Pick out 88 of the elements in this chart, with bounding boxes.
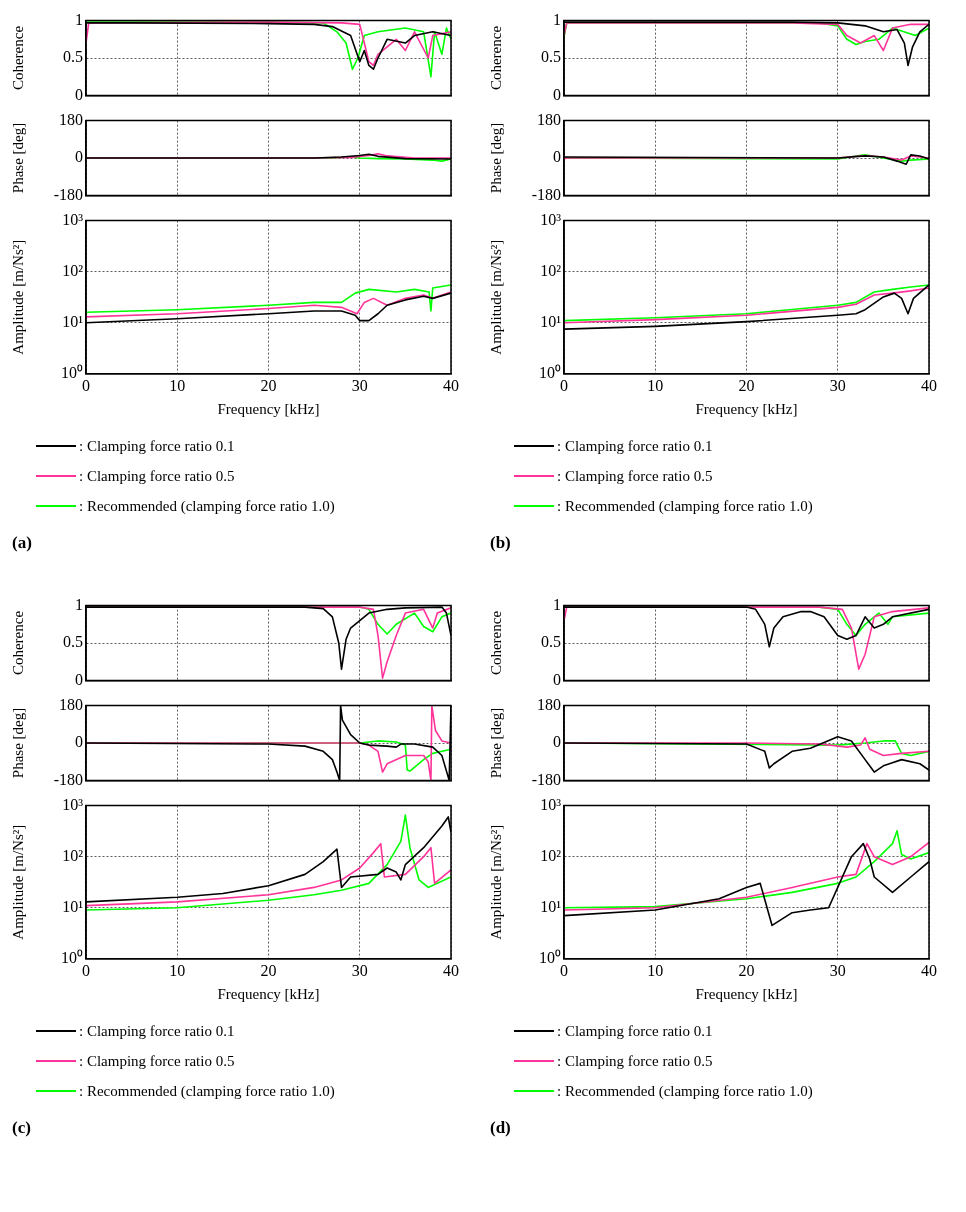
- y-axis-title: Phase [deg]: [9, 122, 26, 194]
- text: (d): [489, 1118, 512, 1138]
- x-tick-label: 20: [260, 961, 277, 979]
- y-tick-label: 10⁰: [61, 364, 83, 381]
- y-tick-label: 0: [553, 733, 561, 751]
- y-tick-label: 0.5: [63, 633, 83, 651]
- x-tick-label: 10: [169, 961, 186, 979]
- legend-label: : Recommended (clamping force ratio 1.0): [79, 1082, 335, 1100]
- y-axis-title: Coherence: [487, 25, 504, 91]
- y-tick-label: 10¹: [62, 312, 84, 330]
- y-tick-label: 10¹: [540, 897, 562, 915]
- y-axis-title: Amplitude [m/Ns²]: [9, 239, 26, 355]
- x-tick-label: 10: [647, 376, 664, 394]
- y-tick-label: 10³: [540, 795, 562, 813]
- y-tick-label: 10²: [540, 261, 562, 279]
- y-tick-label: 10³: [540, 210, 562, 228]
- legend-label: : Clamping force ratio 0.1: [557, 1022, 713, 1040]
- text: (b): [489, 533, 512, 553]
- x-tick-label: 40: [921, 961, 937, 979]
- y-tick-label: 1: [553, 10, 561, 28]
- y-axis-title: Coherence: [487, 610, 504, 676]
- y-axis-title: Amplitude [m/Ns²]: [9, 824, 26, 940]
- y-tick-label: 0: [75, 670, 83, 688]
- x-tick-label: 40: [921, 376, 937, 394]
- y-axis-title: Phase [deg]: [487, 122, 504, 194]
- y-tick-label: 0.5: [63, 48, 83, 66]
- y-tick-label: 10²: [62, 261, 84, 279]
- x-tick-label: 20: [260, 376, 277, 394]
- y-tick-label: -180: [53, 185, 83, 203]
- y-tick-label: 1: [75, 10, 83, 28]
- legend-label: : Clamping force ratio 0.5: [79, 1052, 235, 1070]
- y-axis-title: Amplitude [m/Ns²]: [487, 824, 504, 940]
- x-tick-label: 40: [443, 376, 459, 394]
- x-tick-label: 20: [738, 961, 755, 979]
- legend-label: : Recommended (clamping force ratio 1.0): [557, 1082, 813, 1100]
- x-axis-title: Frequency [kHz]: [217, 400, 320, 417]
- y-tick-label: 10¹: [62, 897, 84, 915]
- y-tick-label: 180: [59, 695, 83, 713]
- y-axis-title: Coherence: [9, 25, 26, 91]
- x-tick-label: 40: [443, 961, 459, 979]
- y-tick-label: 180: [59, 110, 83, 128]
- x-tick-label: 10: [647, 961, 664, 979]
- x-tick-label: 30: [351, 376, 368, 394]
- x-tick-label: 20: [738, 376, 755, 394]
- y-axis-title: Phase [deg]: [9, 707, 26, 779]
- y-tick-label: -180: [531, 185, 561, 203]
- x-tick-label: 10: [169, 376, 186, 394]
- y-tick-label: 0: [75, 148, 83, 166]
- legend-label: : Recommended (clamping force ratio 1.0): [79, 497, 335, 515]
- y-tick-label: 1: [75, 595, 83, 613]
- y-tick-label: 10⁰: [61, 949, 83, 966]
- legend-label: : Clamping force ratio 0.5: [557, 467, 713, 485]
- y-tick-label: 10³: [62, 795, 84, 813]
- legend-label: : Clamping force ratio 0.1: [79, 437, 235, 455]
- y-tick-label: 10²: [62, 846, 84, 864]
- y-tick-label: 0.5: [541, 48, 561, 66]
- y-tick-label: 10⁰: [539, 364, 561, 381]
- y-tick-label: 0: [75, 733, 83, 751]
- x-axis-title: Frequency [kHz]: [695, 985, 798, 1002]
- x-axis-title: Frequency [kHz]: [695, 400, 798, 417]
- y-tick-label: 180: [537, 695, 561, 713]
- y-tick-label: 10²: [540, 846, 562, 864]
- legend-label: : Clamping force ratio 0.1: [557, 437, 713, 455]
- x-tick-label: 30: [829, 376, 846, 394]
- legend-label: : Clamping force ratio 0.5: [79, 467, 235, 485]
- y-tick-label: 0: [553, 148, 561, 166]
- y-tick-label: 0: [75, 85, 83, 103]
- legend-label: : Clamping force ratio 0.1: [79, 1022, 235, 1040]
- y-tick-label: 180: [537, 110, 561, 128]
- x-axis-title: Frequency [kHz]: [217, 985, 320, 1002]
- y-tick-label: 0: [553, 85, 561, 103]
- y-tick-label: 10⁰: [539, 949, 561, 966]
- y-tick-label: 0.5: [541, 633, 561, 651]
- y-tick-label: 1: [553, 595, 561, 613]
- y-tick-label: 10¹: [540, 312, 562, 330]
- y-tick-label: 0: [553, 670, 561, 688]
- legend-label: : Recommended (clamping force ratio 1.0): [557, 497, 813, 515]
- text: (c): [11, 1118, 32, 1138]
- y-axis-title: Amplitude [m/Ns²]: [487, 239, 504, 355]
- legend-label: : Clamping force ratio 0.5: [557, 1052, 713, 1070]
- y-tick-label: -180: [531, 770, 561, 788]
- y-axis-title: Coherence: [9, 610, 26, 676]
- x-tick-label: 30: [829, 961, 846, 979]
- x-tick-label: 30: [351, 961, 368, 979]
- y-tick-label: -180: [53, 770, 83, 788]
- y-tick-label: 10³: [62, 210, 84, 228]
- y-axis-title: Phase [deg]: [487, 707, 504, 779]
- text: (a): [11, 533, 33, 553]
